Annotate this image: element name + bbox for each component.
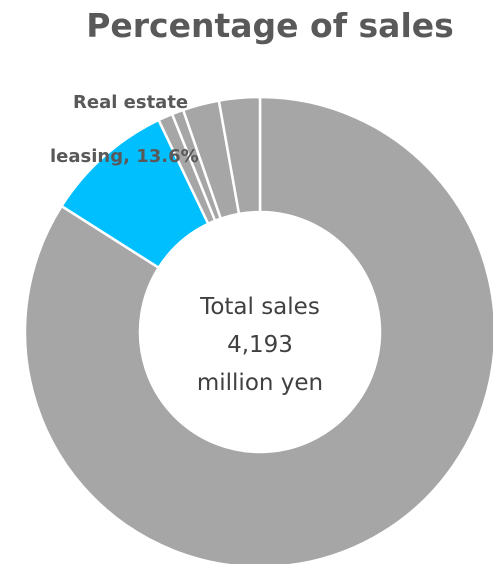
donut-slice-small-4 <box>217 95 262 216</box>
slice-label-real-estate-line-2: leasing, 13.6% <box>50 146 199 167</box>
slice-label-real-estate-line-1: Real estate <box>73 92 189 113</box>
donut-slice-main <box>23 95 493 564</box>
center-text-line-2: 4,193 <box>227 332 293 358</box>
center-text-line-3: million yen <box>196 370 324 396</box>
center-text-line-1: Total sales <box>200 294 320 320</box>
chart-title: Percentage of sales <box>86 6 454 45</box>
